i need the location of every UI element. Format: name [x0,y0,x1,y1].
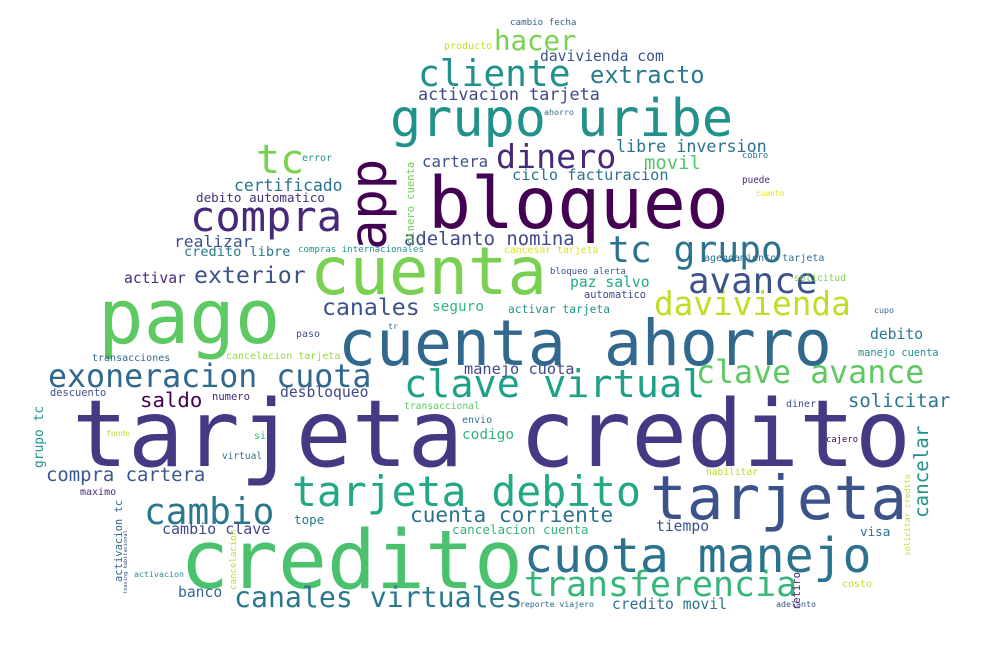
word-solicitar: solicitar [848,390,951,412]
word-cuenta-ahorro: cuenta ahorro [338,306,832,380]
word-cancelacion: cancelacion [229,529,239,590]
word-reporte-viajero: reporte viajero [520,599,594,609]
word-tope: tope [294,512,325,527]
word-agendamiento-tarjeta: agendamiento tarjeta [704,253,825,264]
word-visa: visa [860,524,891,539]
word-ahorro: ahorro [544,107,574,117]
word-cuenta: cuenta [310,234,547,310]
word-canales-virtuales: canales virtuales [234,581,523,614]
word-banco: banco [178,584,223,601]
word-cupo: cupo [874,305,894,315]
word-descuento: descuento [50,387,107,399]
word-bloqueo: bloqueo [428,162,729,245]
word-leasing-habitacional: leasing habitacional [123,530,129,594]
word-paz-salvo: paz salvo [570,274,650,291]
word-solicitud: solicitud [794,273,846,284]
word-cuanto: cuanto [756,189,785,198]
word-tr: tr [388,321,398,331]
word-cambio-fecha: cambio fecha [510,17,577,28]
word-davivienda: davivienda [654,285,851,323]
word-desbloqueo: desbloqueo [280,384,369,401]
word-cancelacion-tarjeta: cancelacion tarjeta [226,351,341,362]
word-credito: credito [180,513,524,608]
word-debito: debito [870,326,924,343]
word-paso: paso [296,329,321,340]
word-libre-inversion: libre inversion [616,136,767,156]
word-saldo: saldo [140,388,203,412]
word-clave-virtual: clave virtual [404,362,706,407]
word-manejo-cuenta: manejo cuenta [858,347,939,359]
word-seguro: seguro [432,299,484,315]
word-cajero: cajero [826,435,859,445]
word-cliente: cliente [418,52,571,95]
word-habilitar: habilitar [706,467,758,478]
word-ciclo-facturacion: ciclo facturacion [512,166,669,184]
word-pago: pago [98,273,281,361]
word-cartera: cartera [422,152,489,171]
word-certificado: certificado [234,176,343,195]
word-adelanto-nomina: adelanto nomina [404,228,575,250]
word-grupo-uribe: grupo uribe [390,89,734,149]
word-exterior: exterior [194,262,306,289]
word-tc: tc [256,137,305,183]
word-compra: compra [190,192,343,241]
word-error: error [302,153,333,164]
word-producto: producto [444,41,493,52]
word-cambio: cambio [144,491,275,533]
word-activacion: activacion [134,569,184,579]
word-activar-tarjeta: activar tarjeta [508,303,611,316]
word-transacciones: transacciones [92,353,171,364]
word-activacion-tarjeta: activacion tarjeta [418,84,600,104]
word-bloqueo-alerta: bloqueo alerta [550,267,626,277]
word-codigo: codigo [462,427,514,443]
word-transaccional: transaccional [404,401,480,412]
word-activar: activar [124,270,186,287]
word-davivienda-com: davivienda com [540,48,664,65]
word-movil: movil [644,152,701,174]
word-compras-internacionales: compras internacionales [298,245,424,255]
word-app: app [339,158,398,250]
word-credito-movil: credito movil [612,596,727,613]
word-extracto: extracto [590,61,705,89]
word-cobro: cobro [742,151,769,161]
word-cambio-clave: cambio clave [162,520,271,538]
word-costo: costo [842,579,873,590]
word-cancelar: cancelar [910,425,933,518]
word-tarjeta: tarjeta [650,463,908,534]
word-adelanto: adelanto [776,599,816,609]
word-solicitar-credito: solicitar credito [903,474,912,556]
word-virtual: virtual [222,451,263,462]
word-tarjeta-debito: tarjeta debito [292,468,641,516]
word-fondo: fondo [106,429,131,438]
word-hacer: hacer [494,26,577,57]
word-debito-automatico: debito automatico [196,190,325,205]
word-realizar: realizar [174,232,253,251]
word-dinero-cuenta: dinero cuenta [405,161,417,244]
word-si: si [254,431,267,442]
word-compra-cartera: compra cartera [46,464,206,486]
word-diner: diner [786,399,817,410]
word-canales: canales [322,294,420,321]
word-cancesar-tarjeta: cancesar tarjeta [504,245,599,256]
word-numero: numero [212,391,250,403]
word-clave-avance: clave avance [696,355,925,391]
word-manejo-cuota: manejo cuota [464,360,575,378]
word-tarjeta-credito: tarjeta credito [72,380,911,488]
word-grupo-tc: grupo tc [32,405,47,468]
word-transferencia: transferencia [524,565,798,605]
word-exoneracion-cuota: exoneracion cuota [48,359,372,395]
word-dinero: dinero [496,137,617,176]
word-envio: envio [462,415,493,426]
word-avance: avance [688,261,818,302]
word-cuenta-corriente: cuenta corriente [410,502,614,527]
word-cuota-manejo: cuota manejo [524,528,872,584]
word-automatico: automatico [584,289,646,301]
word-puede: puede [742,175,770,186]
word-tc-grupo: tc grupo [608,228,783,271]
word-tiempo: tiempo [656,518,710,535]
word-maximo: maximo [80,487,117,498]
word-cancelacion-cuenta: cancelacion cuenta [452,522,589,537]
word-credito-libre: credito libre [184,244,291,260]
